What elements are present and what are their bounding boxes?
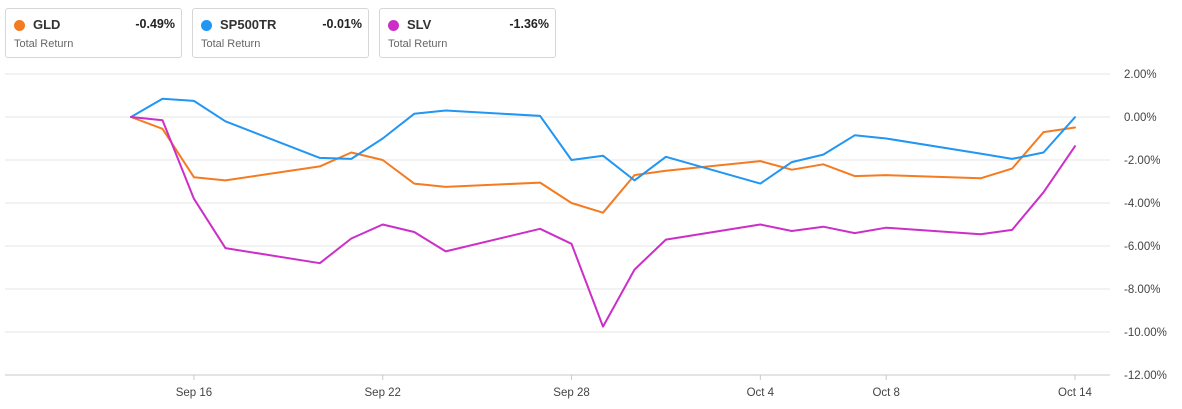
legend-card-slv[interactable]: SLV -1.36% Total Return — [379, 8, 556, 58]
sp500tr-color-dot-icon — [201, 20, 212, 31]
legend-slv-name: SLV — [407, 17, 432, 32]
legend-gld-name: GLD — [33, 17, 61, 32]
y-tick-label: 0.00% — [1124, 112, 1157, 124]
x-tick-label: Sep 22 — [365, 387, 401, 399]
legend-gld-subtitle: Total Return — [14, 38, 74, 50]
y-tick-label: -4.00% — [1124, 198, 1160, 210]
x-tick-label: Oct 4 — [747, 387, 775, 399]
y-tick-label: -10.00% — [1124, 327, 1167, 339]
legend-sp500tr-name: SP500TR — [220, 17, 277, 32]
y-tick-label: -8.00% — [1124, 284, 1160, 296]
gld-color-dot-icon — [14, 20, 25, 31]
x-tick-label: Sep 28 — [553, 387, 589, 399]
legend-slv-value: -1.36% — [509, 17, 549, 31]
legend-slv-subtitle: Total Return — [388, 38, 448, 50]
x-tick-label: Oct 14 — [1058, 387, 1092, 399]
y-tick-label: -6.00% — [1124, 241, 1160, 253]
legend-card-gld[interactable]: GLD -0.49% Total Return — [5, 8, 182, 58]
legend-gld-value: -0.49% — [135, 17, 175, 31]
y-tick-label: -2.00% — [1124, 155, 1160, 167]
legend-card-sp500tr[interactable]: SP500TR -0.01% Total Return — [192, 8, 369, 58]
series-line-gld — [130, 116, 1076, 214]
series-line-sp500tr — [130, 97, 1076, 185]
y-tick-label: -12.00% — [1124, 370, 1167, 382]
legend-sp500tr-subtitle: Total Return — [201, 38, 261, 50]
y-tick-label: 2.00% — [1124, 69, 1157, 81]
legend-sp500tr-value: -0.01% — [322, 17, 362, 31]
x-tick-label: Oct 8 — [872, 387, 899, 399]
x-tick-label: Sep 16 — [176, 387, 212, 399]
slv-color-dot-icon — [388, 20, 399, 31]
series-line-slv — [130, 116, 1076, 328]
